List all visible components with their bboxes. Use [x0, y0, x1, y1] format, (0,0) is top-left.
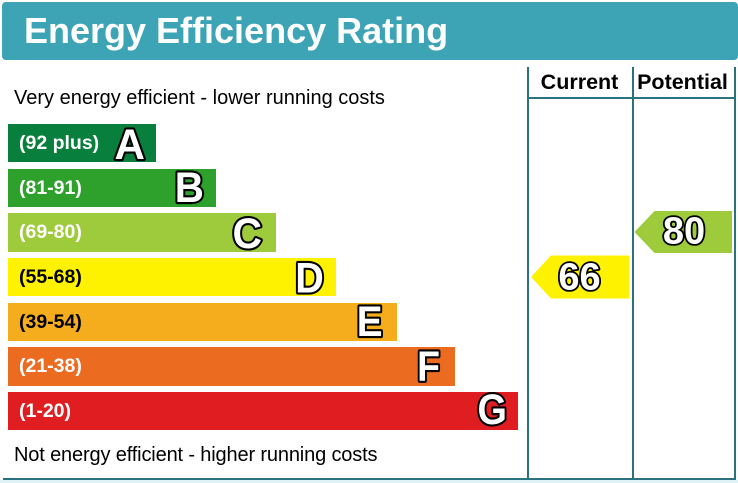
svg-text:F: F [417, 342, 440, 390]
svg-text:G: G [478, 385, 507, 434]
svg-text:E: E [357, 297, 383, 345]
svg-text:A: A [115, 121, 145, 169]
svg-text:66: 66 [558, 257, 600, 299]
svg-text:D: D [295, 254, 324, 302]
svg-text:B: B [175, 163, 204, 211]
svg-text:80: 80 [663, 211, 705, 253]
svg-text:C: C [233, 209, 262, 257]
